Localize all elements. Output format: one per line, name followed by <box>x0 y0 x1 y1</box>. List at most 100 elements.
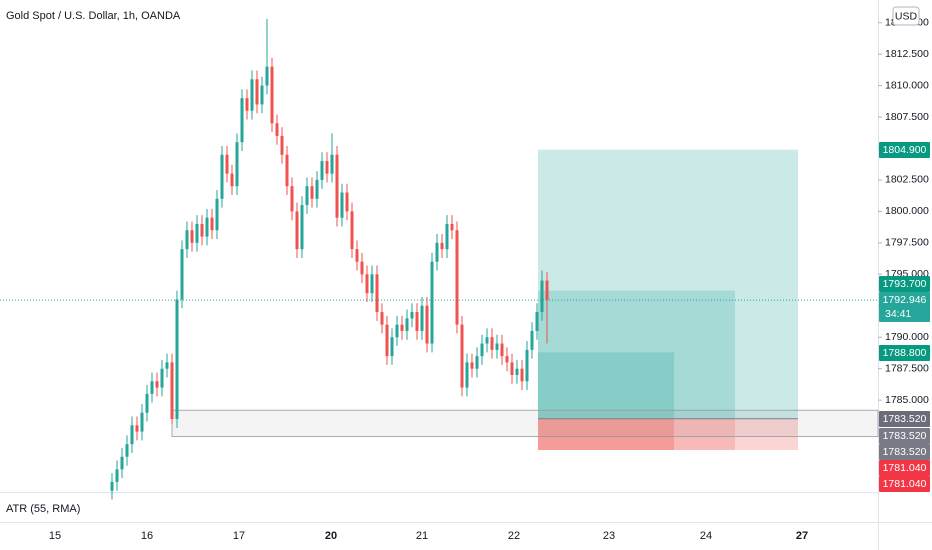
stop-zone <box>538 418 798 450</box>
price-tag <box>879 476 930 492</box>
indicator-label: ATR (55, RMA) <box>6 503 80 515</box>
candle-body <box>335 154 339 218</box>
candle-body <box>225 154 229 174</box>
candle-body <box>450 223 454 231</box>
y-tick-label: 1797.500 <box>885 237 929 249</box>
y-tick-label: 1810.000 <box>885 79 929 91</box>
candle-body <box>525 349 529 382</box>
price-tag-label: 1792.946 <box>883 294 927 306</box>
candle-body <box>370 274 374 294</box>
candle-body <box>280 135 284 155</box>
candle-body <box>415 312 419 331</box>
candle-body <box>320 161 324 180</box>
candle-body <box>195 223 199 243</box>
candle-body <box>480 343 484 357</box>
candle-body <box>535 312 539 331</box>
candle-body <box>475 356 479 369</box>
candle-body <box>435 242 439 262</box>
stop-zone <box>538 418 674 450</box>
candle-body <box>505 356 509 363</box>
y-tick-label: 1807.500 <box>885 111 929 123</box>
candle-body <box>530 330 534 350</box>
candle-body <box>215 198 219 231</box>
candle-body <box>405 318 409 331</box>
candle-body <box>515 368 519 375</box>
candle-body <box>445 223 449 250</box>
x-tick-label: 23 <box>603 530 615 542</box>
candle-body <box>260 85 264 105</box>
currency-label: USD <box>895 10 918 22</box>
candle-body <box>125 444 129 457</box>
candle-body <box>340 192 344 218</box>
candle-body <box>430 261 434 344</box>
candle-body <box>460 324 464 388</box>
candle-body <box>115 469 119 482</box>
candle-body <box>235 142 239 187</box>
x-tick-label: 27 <box>796 530 808 542</box>
price-tag-label: 1788.800 <box>883 347 927 359</box>
candle-body <box>190 230 194 243</box>
stop-zone <box>538 418 735 450</box>
candle-body <box>330 154 334 174</box>
candle-body <box>110 481 114 491</box>
chart-title: Gold Spot / U.S. Dollar, 1h, OANDA <box>6 10 181 22</box>
price-tag-label: 1783.520 <box>883 430 927 442</box>
price-tag-label: 1781.040 <box>883 462 927 474</box>
candle-body <box>180 249 184 300</box>
candle-body <box>395 324 399 338</box>
candle-body <box>305 186 309 206</box>
candle-body <box>485 337 489 344</box>
candle-body <box>520 368 524 382</box>
candle-body <box>185 230 189 250</box>
candle-body <box>120 456 124 470</box>
candle-body <box>135 425 139 432</box>
price-tag <box>879 345 930 361</box>
candle-body <box>510 362 514 375</box>
price-tag <box>879 411 930 427</box>
candle-body <box>245 98 249 111</box>
price-tag <box>879 444 930 460</box>
price-tag <box>879 460 930 476</box>
candle-body <box>165 362 169 369</box>
price-tag-label: 1804.900 <box>883 144 927 156</box>
candle-body <box>145 393 149 413</box>
candle-body <box>495 343 499 350</box>
candle-body <box>420 305 424 331</box>
price-tag-label: 1781.040 <box>883 478 927 490</box>
candle-body <box>150 381 154 394</box>
candle-body <box>250 79 254 111</box>
candle-body <box>500 343 504 357</box>
currency-button <box>892 6 920 26</box>
target-zone <box>538 352 674 419</box>
countdown: 34:41 <box>885 308 911 320</box>
x-tick-label: 16 <box>141 530 153 542</box>
candle-body <box>295 211 299 250</box>
target-zone <box>538 149 798 419</box>
candle-body <box>255 79 259 105</box>
candle-body <box>315 179 319 199</box>
candle-body <box>490 337 494 350</box>
x-tick-label: 22 <box>508 530 520 542</box>
candle-body <box>220 154 224 199</box>
range-zone <box>171 409 879 438</box>
candle-body <box>355 249 359 262</box>
candle-body <box>275 123 279 136</box>
candle-body <box>425 305 429 344</box>
candle-body <box>400 324 404 331</box>
candle-body <box>380 312 384 325</box>
y-tick-label: 1787.500 <box>885 362 929 374</box>
candle-body <box>210 217 214 231</box>
target-zone <box>538 290 735 419</box>
candle-body <box>140 412 144 432</box>
y-tick-label: 1812.500 <box>885 48 929 60</box>
candle-body <box>360 261 364 275</box>
candle-body <box>200 223 204 237</box>
candle-body <box>465 362 469 388</box>
candle-body <box>130 425 134 445</box>
candle-body <box>175 299 179 420</box>
candle-body <box>375 274 379 313</box>
candle-body <box>230 173 234 187</box>
